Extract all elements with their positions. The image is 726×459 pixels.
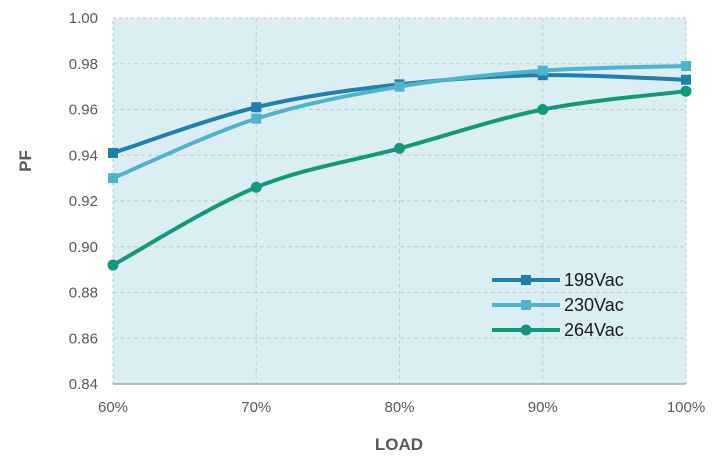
legend-marker xyxy=(521,275,531,285)
y-tick-label: 0.84 xyxy=(69,376,98,393)
data-point xyxy=(681,74,691,85)
legend-marker xyxy=(521,300,531,310)
x-tick-label: 100% xyxy=(667,399,705,416)
y-tick-label: 0.98 xyxy=(69,56,98,73)
legend-label: 264Vac xyxy=(564,320,624,340)
y-tick-label: 0.86 xyxy=(69,330,98,347)
legend-item: 230Vac xyxy=(492,295,624,315)
y-axis-title: PF xyxy=(16,150,35,172)
data-point xyxy=(537,104,549,115)
x-tick-label: 70% xyxy=(241,399,271,416)
legend-item: 264Vac xyxy=(492,320,624,340)
legend-marker xyxy=(520,324,532,336)
x-tick-label: 90% xyxy=(528,399,558,416)
data-point xyxy=(108,147,118,158)
y-tick-label: 0.94 xyxy=(69,147,98,164)
grid-lines xyxy=(113,18,686,384)
x-tick-label: 60% xyxy=(98,399,128,416)
data-point xyxy=(251,102,262,113)
data-point xyxy=(394,81,405,92)
legend: 198Vac 230Vac 264Vac xyxy=(492,270,624,340)
data-point xyxy=(251,113,262,124)
y-axis-ticks: 0.84 0.86 0.88 0.90 0.92 0.94 0.96 0.98 1.00 xyxy=(69,10,98,393)
y-tick-label: 0.96 xyxy=(69,102,98,119)
x-axis-title: LOAD xyxy=(375,435,423,454)
y-tick-label: 0.90 xyxy=(69,239,98,256)
data-point xyxy=(107,259,119,271)
x-axis-ticks: 60% 70% 80% 90% 100% xyxy=(98,399,705,416)
series-layer xyxy=(107,61,692,271)
data-point xyxy=(537,65,548,76)
y-tick-label: 0.92 xyxy=(69,193,98,210)
data-point xyxy=(394,142,405,154)
legend-item: 198Vac xyxy=(492,270,624,290)
data-point xyxy=(250,181,262,193)
data-point xyxy=(108,173,118,184)
data-point xyxy=(681,61,691,72)
legend-label: 230Vac xyxy=(564,295,624,315)
legend-label: 198Vac xyxy=(564,270,624,290)
data-point xyxy=(680,85,692,97)
y-tick-label: 0.88 xyxy=(69,285,98,302)
x-tick-label: 80% xyxy=(384,399,414,416)
series-264vac xyxy=(107,85,692,271)
y-tick-label: 1.00 xyxy=(69,10,98,27)
series-230vac xyxy=(108,61,691,184)
